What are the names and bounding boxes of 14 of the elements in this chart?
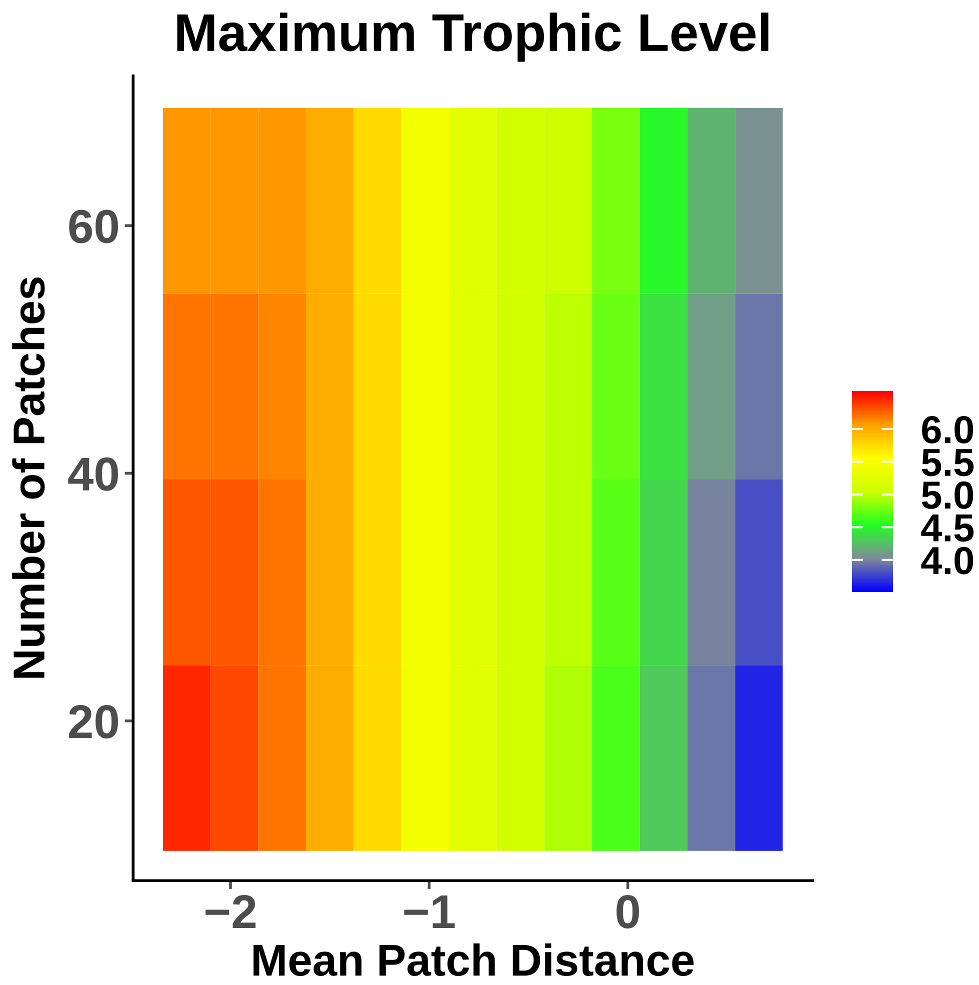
y-axis-title: Number of Patches xyxy=(12,278,45,678)
y-tick-label: 20 xyxy=(69,705,118,738)
x-tick-label: 0 xyxy=(616,895,640,928)
y-tick-label: 40 xyxy=(68,457,118,491)
color-bar-label: 5.5 xyxy=(922,449,974,476)
color-bar-label: 4.0 xyxy=(921,546,974,574)
color-bar-label: 6.0 xyxy=(922,416,974,444)
color-bar-label: 5.0 xyxy=(922,481,974,509)
x-tick-label: −2 xyxy=(206,895,256,928)
color-bar-label: 4.5 xyxy=(921,514,974,542)
x-axis-title: Mean Patch Distance xyxy=(254,943,694,976)
x-tick-label: −1 xyxy=(404,896,455,928)
y-tick-label: 60 xyxy=(69,210,118,244)
chart-title: Maximum Trophic Level xyxy=(177,12,768,62)
